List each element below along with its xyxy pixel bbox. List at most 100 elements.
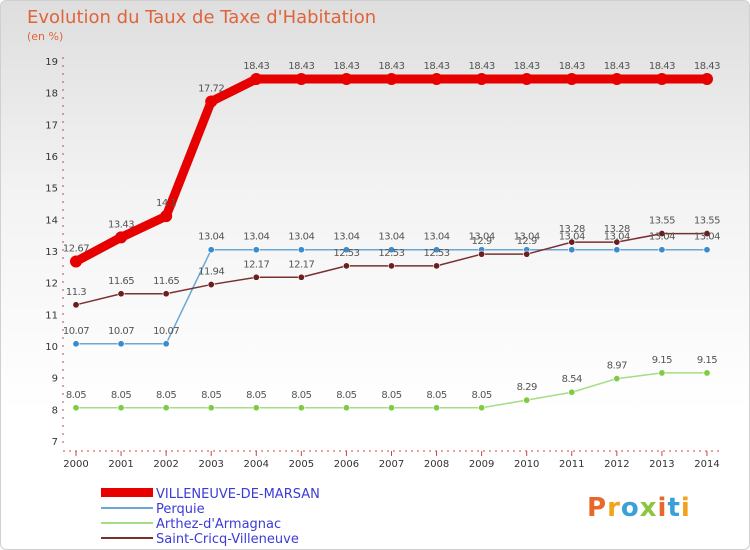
data-point [658,230,666,238]
data-label: 18.43 [694,61,720,72]
data-label: 8.29 [517,382,537,393]
data-point [250,73,263,86]
data-label: 18.43 [423,61,449,72]
data-label: 8.05 [111,390,131,401]
data-point [160,210,173,223]
data-label: 17.72 [198,84,224,95]
x-tick-label: 2008 [424,459,449,470]
data-point [523,250,531,258]
data-label: 13.55 [649,216,675,227]
data-label: 8.05 [336,390,356,401]
legend-label: Saint-Cricq-Villeneuve [156,532,299,547]
data-label: 13.04 [514,232,540,243]
data-label: 12.9 [471,236,491,247]
data-point [252,246,260,254]
y-tick-label: 18 [45,89,58,100]
y-tick-label: 15 [45,184,58,195]
data-label: 13.28 [559,224,585,235]
data-point [387,404,395,412]
data-point [207,246,215,254]
data-point [252,404,260,412]
data-point [613,246,621,254]
data-label: 9.15 [652,355,672,366]
y-tick-label: 10 [45,342,58,353]
data-point [658,369,666,377]
x-tick-label: 2002 [153,459,178,470]
y-tick-label: 19 [45,57,58,68]
x-tick-label: 2012 [604,459,629,470]
data-point [478,404,486,412]
data-point [613,238,621,246]
x-tick-label: 2009 [469,459,494,470]
data-label: 12.17 [288,259,314,270]
data-point [703,246,711,254]
x-tick-label: 2005 [289,459,314,470]
x-tick-label: 2003 [198,459,223,470]
data-point [295,73,308,86]
y-tick-label: 7 [52,437,58,448]
data-point [568,388,576,396]
data-point [72,301,80,309]
data-label: 8.05 [66,390,86,401]
data-point [433,246,441,254]
data-label: 11.65 [108,276,134,287]
data-point [297,246,305,254]
data-label: 12.53 [333,248,359,259]
x-tick-label: 2000 [63,459,88,470]
data-label: 18.43 [243,61,269,72]
data-label: 13.43 [108,219,134,230]
proxiti-logo: Proxiti [587,493,691,523]
data-point [117,404,125,412]
x-tick-label: 2010 [514,459,539,470]
data-label: 18.43 [649,61,675,72]
data-point [342,262,350,270]
x-tick-label: 2013 [649,459,674,470]
data-label: 12.17 [243,259,269,270]
data-label: 13.04 [604,232,630,243]
data-point [72,404,80,412]
data-point [523,396,531,404]
legend-label: VILLENEUVE-DE-MARSAN [156,487,320,502]
y-tick-label: 11 [45,310,58,321]
x-tick-label: 2006 [334,459,359,470]
data-label: 13.04 [559,232,585,243]
data-point [700,73,713,86]
data-point [387,262,395,270]
data-label: 10.07 [108,326,134,337]
data-point [568,246,576,254]
data-point [658,246,666,254]
x-tick-label: 2014 [694,459,719,470]
chart-title: Evolution du Taux de Taxe d'Habitation [27,7,377,28]
data-label: 8.05 [156,390,176,401]
data-label: 12.67 [63,243,89,254]
data-label: 11.3 [66,287,86,298]
data-label: 8.97 [607,361,627,372]
x-tick-label: 2004 [244,459,269,470]
data-label: 18.43 [559,61,585,72]
data-label: 8.05 [246,390,266,401]
data-label: 14.1 [156,198,176,209]
data-label: 9.15 [697,355,717,366]
data-point [252,273,260,281]
data-point [115,231,128,244]
data-label: 13.04 [243,232,269,243]
data-point [340,73,353,86]
data-point [162,290,170,298]
data-point [207,404,215,412]
data-label: 13.04 [288,232,314,243]
data-label: 13.04 [423,232,449,243]
data-label: 13.04 [333,232,359,243]
y-tick-label: 14 [45,215,58,226]
data-label: 18.43 [514,61,540,72]
x-tick-label: 2001 [108,459,133,470]
data-label: 13.04 [649,232,675,243]
data-point [117,340,125,348]
data-point [478,250,486,258]
data-label: 18.43 [604,61,630,72]
data-point [162,340,170,348]
data-point [70,255,82,268]
data-point [297,273,305,281]
y-tick-label: 17 [45,120,58,131]
legend-swatch [101,488,153,497]
